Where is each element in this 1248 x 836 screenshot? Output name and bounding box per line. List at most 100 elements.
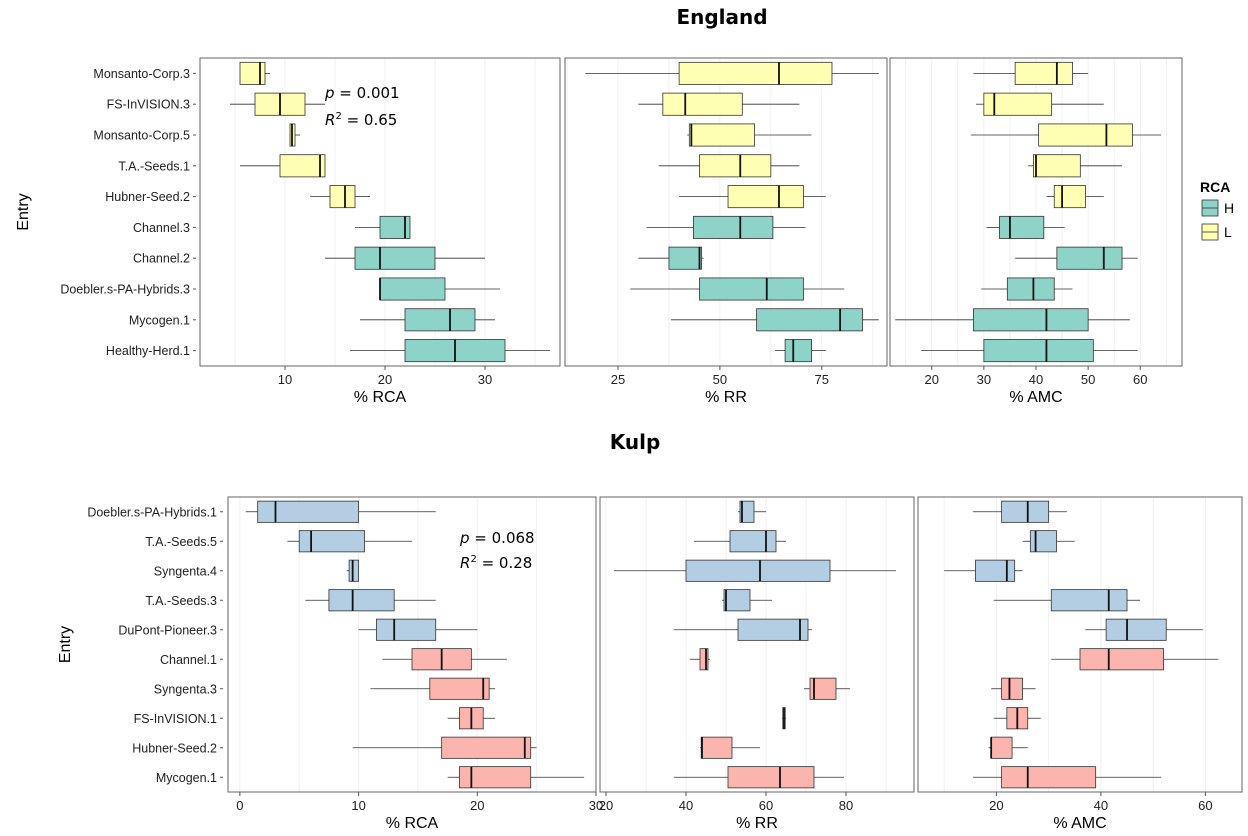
entry-label: FS-InVISION.3 <box>107 98 190 112</box>
box-H <box>692 215 774 239</box>
box-H <box>737 618 809 641</box>
entry-label: Monsanto-Corp.5 <box>93 129 190 143</box>
box-H <box>729 530 777 553</box>
panel-background <box>918 497 1242 792</box>
panel-border <box>917 496 1243 793</box>
panel-2: 20 30 40 50 60 % AMC <box>889 57 1183 406</box>
box-H <box>668 246 702 270</box>
x-tick-label: 20 <box>378 372 392 387</box>
box-L <box>239 61 266 85</box>
box-H <box>1029 530 1057 553</box>
x-axis-title: % RR <box>705 389 747 406</box>
legend-title: RCA <box>1200 179 1230 195</box>
panel-0: 10 20 30 % RCA <box>199 57 561 406</box>
p-value-annotation: p = 0.001 <box>324 84 400 102</box>
p-label: p <box>459 529 470 547</box>
p-value: = 0.068 <box>470 529 535 547</box>
box-L <box>1001 677 1023 700</box>
entry-label: Channel.1 <box>160 653 217 667</box>
r2-label: R <box>325 111 335 129</box>
x-tick-label: 10 <box>351 798 365 813</box>
box-H <box>685 559 831 582</box>
y-axis-title: Entry <box>15 193 32 230</box>
x-tick-label: 10 <box>278 372 292 387</box>
x-tick-label: 20 <box>470 798 484 813</box>
entry-label: Channel.2 <box>133 252 190 266</box>
x-axis-title: % RCA <box>354 389 407 406</box>
box-L <box>727 185 804 209</box>
r2-annotation: R2 = 0.28 <box>460 554 532 572</box>
x-tick-label: 40 <box>679 798 693 813</box>
entry-label: Monsanto-Corp.3 <box>93 67 190 81</box>
box-H <box>723 589 751 612</box>
box-L <box>700 736 733 759</box>
section-title: England <box>676 5 767 29</box>
box-L <box>1079 648 1165 671</box>
box-H <box>328 589 395 612</box>
box-H <box>298 530 365 553</box>
x-tick-label: 20 <box>599 798 613 813</box>
entry-label: T.A.-Seeds.3 <box>145 594 217 608</box>
box-L <box>1014 61 1073 85</box>
x-axis-title: % AMC <box>1009 389 1062 406</box>
box-H <box>404 308 476 332</box>
box-L <box>699 154 772 178</box>
box-H <box>739 500 755 523</box>
box-L <box>809 677 837 700</box>
panel-border <box>599 496 915 793</box>
box-H <box>375 618 437 641</box>
box-H <box>756 308 863 332</box>
box-H <box>784 339 812 363</box>
entry-label: Hubner-Seed.2 <box>132 741 217 755</box>
box-L <box>329 185 356 209</box>
y-axis-title: Entry <box>57 626 74 663</box>
panel-background <box>228 497 596 792</box>
panel-border <box>564 57 888 367</box>
box-L <box>1053 185 1086 209</box>
entry-label: Hubner-Seed.2 <box>105 190 190 204</box>
box-H <box>983 339 1094 363</box>
box-L <box>662 92 743 116</box>
x-tick-label: 40 <box>1029 372 1043 387</box>
box-H <box>1056 246 1123 270</box>
entry-label: Doebler.s-PA-Hybrids.1 <box>87 505 217 519</box>
p-value-annotation: p = 0.068 <box>459 529 535 547</box>
x-tick-label: 0 <box>236 798 243 813</box>
box-H <box>999 215 1045 239</box>
p-value: = 0.001 <box>335 84 400 102</box>
r2-label: R <box>460 554 470 572</box>
legend: RCA HL <box>1200 179 1234 241</box>
x-tick-label: 60 <box>1198 798 1212 813</box>
box-L <box>1038 123 1133 147</box>
p-label: p <box>324 84 335 102</box>
box-H <box>1006 277 1055 301</box>
box-L <box>459 766 532 789</box>
box-H <box>699 277 804 301</box>
x-tick-label: 20 <box>989 798 1003 813</box>
box-L <box>990 736 1013 759</box>
r2-value: = 0.28 <box>477 554 533 572</box>
box-L <box>1032 154 1081 178</box>
legend-label-H: H <box>1224 200 1234 216</box>
panel-0: 0 10 20 30 % RCA <box>227 496 603 832</box>
x-tick-label: 60 <box>1133 372 1147 387</box>
entry-label: Syngenta.3 <box>154 682 217 696</box>
box-H <box>257 500 359 523</box>
entry-label: Syngenta.4 <box>154 564 217 578</box>
entry-label: Doebler.s-PA-Hybrids.3 <box>60 283 190 297</box>
entry-label: Mycogen.1 <box>156 771 217 785</box>
box-H <box>348 559 359 582</box>
panel-1: 25 50 75 % RR <box>564 57 888 406</box>
x-tick-label: 40 <box>1094 798 1108 813</box>
entry-label: T.A.-Seeds.1 <box>118 159 190 173</box>
box-L <box>441 736 532 759</box>
entry-label: Healthy-Herd.1 <box>106 344 190 358</box>
x-axis-title: % RCA <box>386 815 439 832</box>
r2-exponent: 2 <box>335 111 341 122</box>
x-tick-label: 20 <box>924 372 938 387</box>
legend-label-L: L <box>1224 224 1232 240</box>
box-L <box>699 648 709 671</box>
entry-label: Mycogen.1 <box>129 313 190 327</box>
box-H <box>975 559 1016 582</box>
